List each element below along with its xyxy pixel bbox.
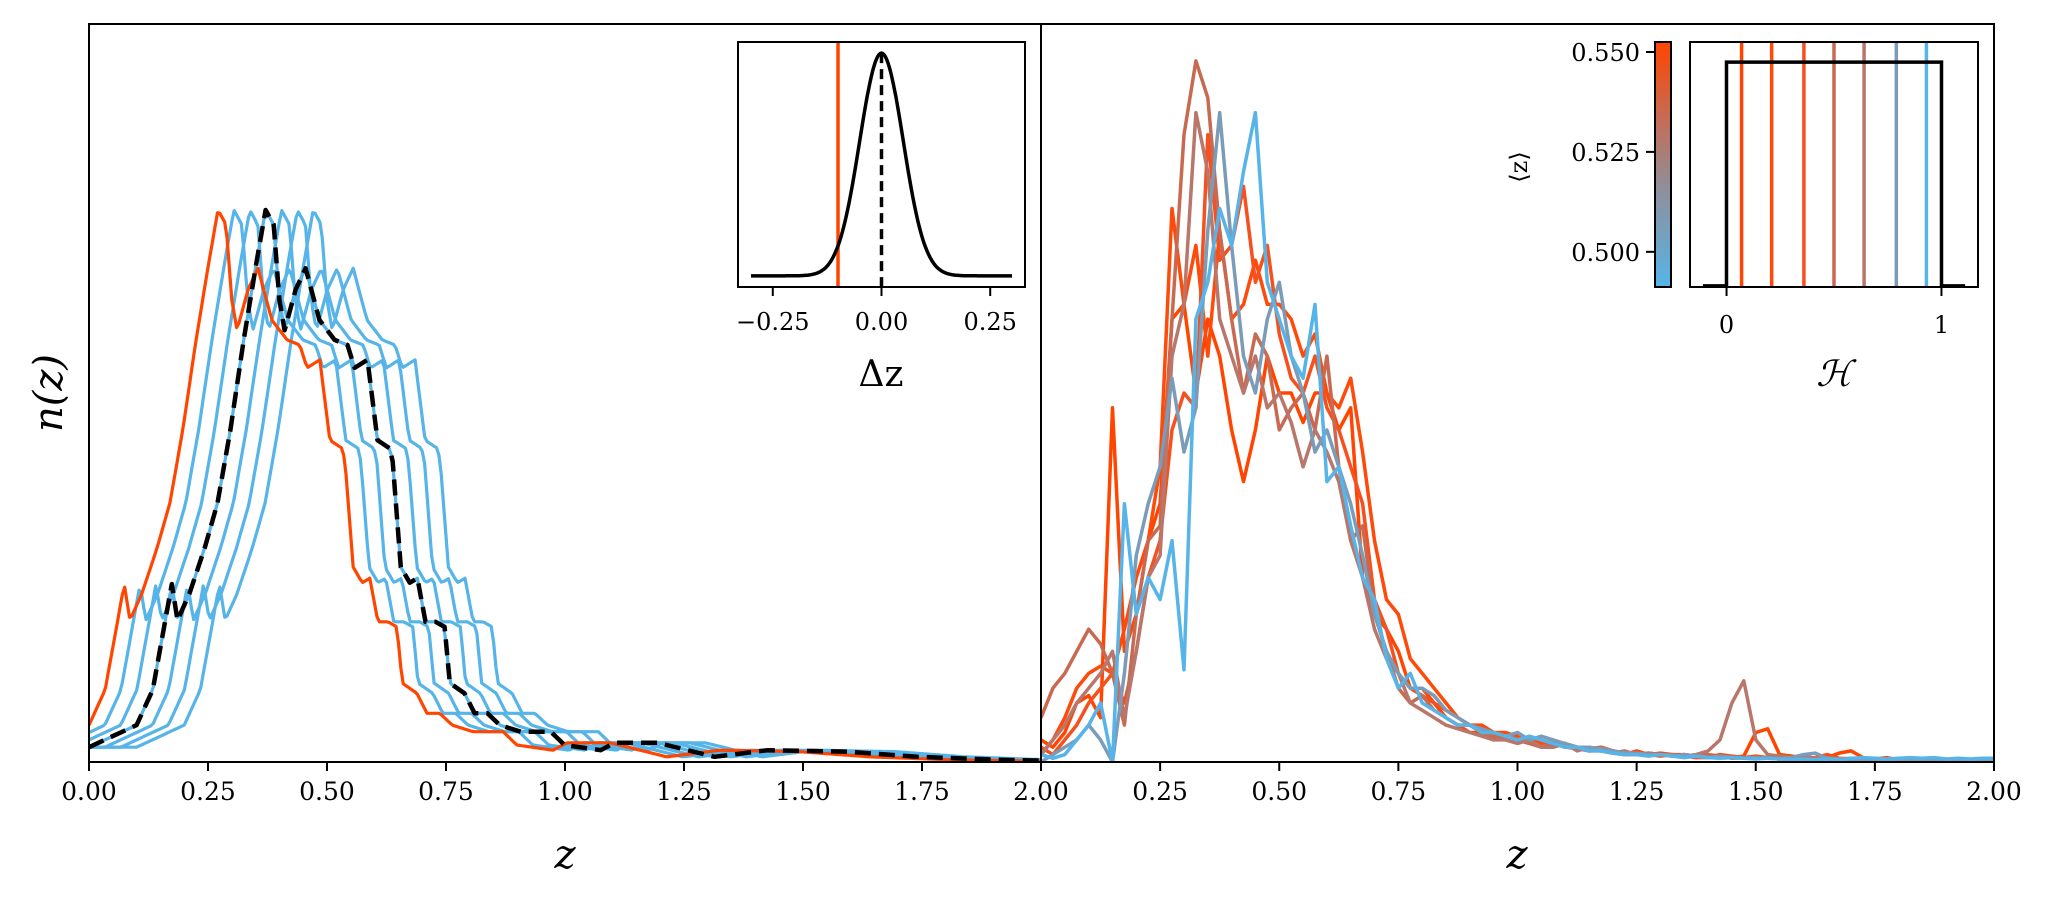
left-inset-x-ticks: −0.25 0.00 0.25 <box>736 287 1017 336</box>
right-x-tick-label: 1.00 <box>1490 777 1546 806</box>
shifted-nz-curve <box>89 211 1041 762</box>
right-x-tick-label: 0.75 <box>1371 777 1427 806</box>
left-inset-x-tick-label: −0.25 <box>736 308 810 336</box>
gaussian-prior-curve <box>751 51 1012 278</box>
left-inset-x-tick-label: 0.00 <box>855 308 908 336</box>
realization-nz-curve <box>1041 110 1994 762</box>
left-x-axis-label: z <box>553 832 576 878</box>
right-x-tick-label: 0.25 <box>1132 777 1188 806</box>
right-x-tick-label: 1.50 <box>1728 777 1784 806</box>
left-x-tick-label: 1.25 <box>656 777 712 806</box>
right-panel-lines <box>1041 59 1994 762</box>
left-x-tick-label: 0.50 <box>299 777 355 806</box>
left-x-tick-label: 0.00 <box>61 777 117 806</box>
left-inset-x-tick-label: 0.25 <box>963 308 1016 336</box>
left-panel-lines <box>89 207 1041 762</box>
colorbar-tick-label: 0.550 <box>1571 39 1640 67</box>
colorbar-tick-label: 0.500 <box>1571 239 1640 267</box>
right-inset-x-tick-label: 0 <box>1719 311 1734 339</box>
right-x-tick-label: 2.00 <box>1966 777 2022 806</box>
left-x-tick-label: 1.50 <box>775 777 831 806</box>
left-x-ticks: 0.00 0.25 0.50 0.75 1.00 1.25 1.50 1.75 2.00 <box>61 762 1069 806</box>
colorbar-tick-label: 0.525 <box>1571 139 1640 167</box>
true-nz-curve <box>89 207 1041 762</box>
right-x-ticks: 0.25 0.50 0.75 1.00 1.25 1.50 1.75 2.00 <box>1132 762 2022 806</box>
right-x-tick-label: 0.50 <box>1251 777 1307 806</box>
colorbar-ticks: 0.500 0.525 0.550 <box>1571 39 1655 267</box>
left-inset-lines <box>751 42 1012 287</box>
colorbar <box>1654 41 1672 288</box>
right-inset-frame <box>1689 41 1979 288</box>
uniform-prior-curve <box>1702 60 1966 287</box>
left-x-tick-label: 1.75 <box>894 777 950 806</box>
left-x-tick-label: 0.25 <box>180 777 236 806</box>
left-x-tick-label: 0.75 <box>418 777 474 806</box>
right-x-tick-label: 1.75 <box>1847 777 1903 806</box>
left-x-tick-label: 2.00 <box>1013 777 1069 806</box>
shifted-nz-curve <box>89 211 1041 762</box>
y-axis-label: n(z) <box>26 354 72 432</box>
colorbar-label: ⟨z⟩ <box>1505 151 1533 182</box>
right-inset-x-tick-label: 1 <box>1934 311 1949 339</box>
left-inset-x-label: Δz <box>859 354 904 395</box>
right-inset-lines <box>1702 42 1966 287</box>
right-inset-x-label: ℋ <box>1816 354 1857 395</box>
left-x-tick-label: 1.00 <box>537 777 593 806</box>
right-x-axis-label: z <box>1505 832 1528 878</box>
right-x-tick-label: 1.25 <box>1609 777 1665 806</box>
